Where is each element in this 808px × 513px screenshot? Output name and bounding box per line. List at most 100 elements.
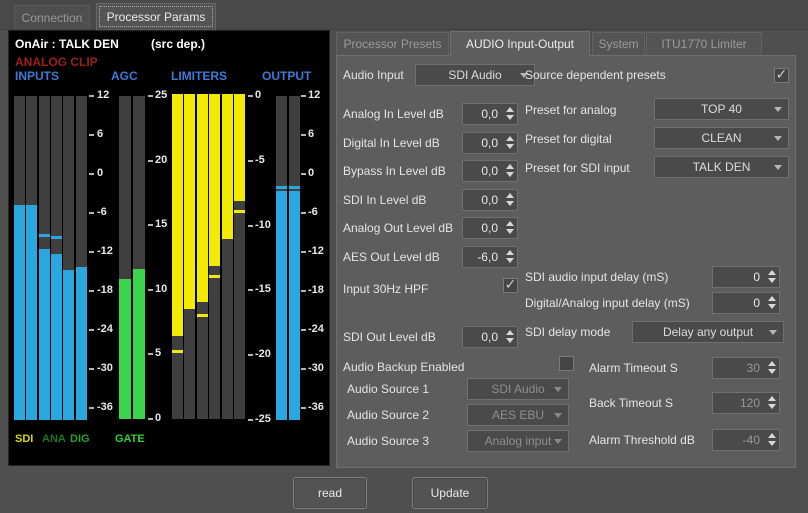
analog-out-level-label: Analog Out Level dB: [343, 221, 454, 235]
meter-bar-fill: [76, 267, 87, 420]
audio-source-1-value: SDI Audio: [491, 382, 545, 396]
tab-processor-params[interactable]: Processor Params: [96, 3, 216, 30]
spin-down-icon[interactable]: [506, 258, 514, 263]
scale-number: 0: [97, 167, 104, 179]
scale-number: -36: [308, 401, 324, 413]
alarm-timeout-spin[interactable]: 30: [712, 357, 780, 379]
digital-in-level-spin[interactable]: 0,0: [462, 132, 518, 154]
spin-up-icon[interactable]: [506, 250, 514, 255]
scale-number: 0: [308, 167, 315, 179]
scale-number: 6: [97, 128, 104, 140]
scale-tick: [148, 353, 153, 355]
scale-number: -24: [97, 323, 113, 335]
meter-bar-fill: [26, 205, 37, 420]
meter-peak-marker: [51, 236, 62, 239]
scale-number: -30: [97, 362, 113, 374]
analog-out-level-spin[interactable]: 0,0: [462, 217, 518, 239]
spin-down-icon[interactable]: [768, 404, 776, 409]
audio-backup-checkbox[interactable]: ✓: [559, 356, 574, 371]
spin-down-icon[interactable]: [506, 229, 514, 234]
meter-group-label-inputs: INPUTS: [15, 69, 60, 83]
sdi-delay-mode-select[interactable]: Delay any output: [632, 321, 784, 343]
scale-number: 20: [155, 154, 168, 166]
meter-footer-sdi: SDI: [15, 433, 34, 445]
scale-tick: [148, 224, 153, 226]
scale-tick: [148, 160, 153, 162]
spin-down-icon[interactable]: [768, 278, 776, 283]
scale-number: 6: [308, 128, 315, 140]
meter-track: [76, 96, 87, 420]
read-button[interactable]: read: [293, 477, 367, 509]
back-timeout-value: 120: [739, 396, 760, 410]
spin-up-icon[interactable]: [506, 164, 514, 169]
audio-source-2-select[interactable]: AES EBU: [467, 404, 569, 426]
spin-up-icon[interactable]: [506, 136, 514, 141]
meter-bar-fill: [172, 94, 183, 336]
aes-out-level-spin[interactable]: -6,0: [462, 246, 518, 268]
back-timeout-spin[interactable]: 120: [712, 392, 780, 414]
tab-system[interactable]: System: [592, 32, 645, 56]
scale-number: -18: [308, 284, 324, 296]
audio-source-2-label: Audio Source 2: [347, 408, 430, 422]
audio-input-select[interactable]: SDI Audio: [415, 64, 535, 86]
spin-up-icon[interactable]: [506, 107, 514, 112]
sdi-audio-delay-spin[interactable]: 0: [712, 266, 780, 288]
spin-down-icon[interactable]: [768, 304, 776, 309]
audio-backup-label: Audio Backup Enabled: [343, 360, 465, 374]
sdi-in-level-spin[interactable]: 0,0: [462, 189, 518, 211]
spin-down-icon[interactable]: [506, 338, 514, 343]
scale-number: -18: [97, 284, 113, 296]
alarm-threshold-value: -40: [742, 433, 760, 447]
spin-up-icon[interactable]: [768, 396, 776, 401]
source-dependent-presets-checkbox[interactable]: ✓: [774, 66, 789, 83]
alarm-threshold-spin[interactable]: -40: [712, 429, 780, 451]
meter-peak-marker: [39, 234, 50, 237]
analog-clip-indicator: ANALOG CLIP: [15, 55, 98, 69]
tab-audio-input-output[interactable]: AUDIO Input-Output: [450, 31, 590, 56]
chevron-down-icon: [520, 73, 528, 78]
preset-analog-select[interactable]: TOP 40: [654, 98, 789, 120]
spin-up-icon[interactable]: [506, 330, 514, 335]
scale-number: -5: [255, 154, 265, 166]
scale-tick: [248, 160, 253, 162]
spin-up-icon[interactable]: [768, 270, 776, 275]
meter-bar-fill: [234, 94, 245, 201]
tab-processor-presets[interactable]: Processor Presets: [336, 32, 449, 56]
hpf-label: Input 30Hz HPF: [343, 282, 429, 296]
spin-up-icon[interactable]: [768, 433, 776, 438]
scale-number: -15: [255, 283, 271, 295]
analog-out-level-value: 0,0: [481, 221, 498, 235]
spin-up-icon[interactable]: [768, 361, 776, 366]
meter-footer-ana: ANA: [42, 433, 66, 445]
analog-in-level-spin[interactable]: 0,0: [462, 103, 518, 125]
audio-source-1-select[interactable]: SDI Audio: [467, 378, 569, 400]
audio-source-3-value: Analog input: [484, 434, 552, 448]
spin-down-icon[interactable]: [768, 369, 776, 374]
preset-sdi-label: Preset for SDI input: [525, 161, 630, 175]
aes-out-level-value: -6,0: [477, 250, 498, 264]
spin-down-icon[interactable]: [768, 441, 776, 446]
spin-up-icon[interactable]: [768, 296, 776, 301]
spin-up-icon[interactable]: [506, 193, 514, 198]
scale-tick: [301, 329, 306, 331]
sdi-out-level-spin[interactable]: 0,0: [462, 326, 518, 348]
hpf-checkbox[interactable]: ✓: [503, 276, 518, 293]
spin-up-icon[interactable]: [506, 221, 514, 226]
spin-down-icon[interactable]: [506, 172, 514, 177]
audio-source-3-select[interactable]: Analog input: [467, 430, 569, 452]
preset-digital-select[interactable]: CLEAN: [654, 127, 789, 149]
spin-down-icon[interactable]: [506, 115, 514, 120]
scale-tick: [301, 407, 306, 409]
bypass-in-level-spin[interactable]: 0,0: [462, 160, 518, 182]
scale-number: 10: [155, 283, 168, 295]
checkmark-icon: ✓: [561, 354, 573, 371]
tab-connection[interactable]: Connection: [14, 5, 90, 29]
meter-bar-fill: [184, 94, 195, 309]
scale-tick: [248, 95, 253, 97]
preset-sdi-select[interactable]: TALK DEN: [654, 156, 789, 178]
tab-itu1770-limiter[interactable]: ITU1770 Limiter: [646, 32, 762, 56]
spin-down-icon[interactable]: [506, 201, 514, 206]
digital-analog-delay-spin[interactable]: 0: [712, 292, 780, 314]
spin-down-icon[interactable]: [506, 144, 514, 149]
update-button[interactable]: Update: [412, 477, 488, 509]
